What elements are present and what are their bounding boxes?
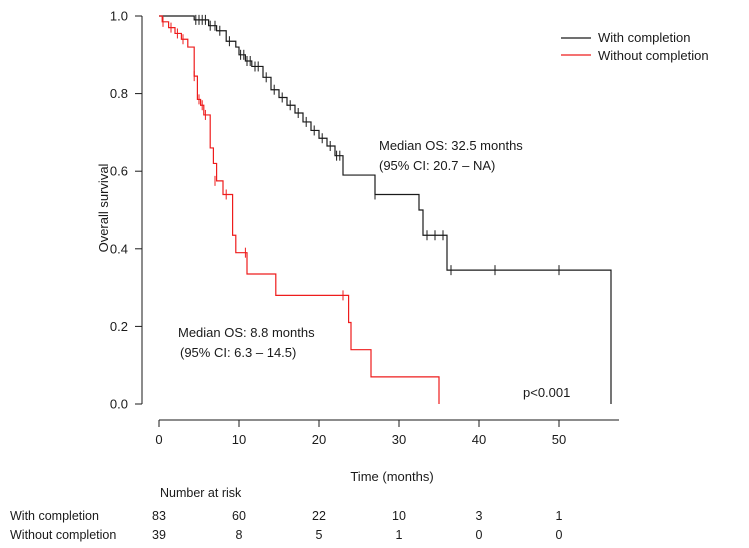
risk-row-label-with-completion: With completion	[10, 509, 99, 523]
x-tick-label: 20	[312, 432, 326, 447]
annotation-without-median: Median OS: 8.8 months	[178, 325, 315, 340]
y-tick-label: 0.2	[110, 319, 128, 334]
risk-count: 1	[556, 509, 563, 523]
risk-table-title: Number at risk	[160, 486, 242, 500]
x-tick-label: 0	[155, 432, 162, 447]
risk-count: 39	[152, 528, 166, 542]
x-tick-label: 50	[552, 432, 566, 447]
risk-row-label-without-completion: Without completion	[10, 528, 116, 542]
x-tick-label: 10	[232, 432, 246, 447]
y-tick-label: 0.0	[110, 397, 128, 412]
y-tick-label: 0.8	[110, 86, 128, 101]
legend-label-without-completion: Without completion	[598, 48, 709, 63]
risk-count: 5	[316, 528, 323, 542]
survival-curves	[159, 14, 612, 404]
legend-label-with-completion: With completion	[598, 30, 690, 45]
risk-count: 22	[312, 509, 326, 523]
risk-count: 83	[152, 509, 166, 523]
p-value: p<0.001	[523, 385, 570, 400]
y-tick-label: 0.4	[110, 241, 128, 256]
legend: With completion Without completion	[561, 30, 709, 63]
y-axis-title: Overall survival	[96, 163, 111, 252]
x-tick-label: 30	[392, 432, 406, 447]
risk-table-counts: 83 60 22 10 3 139 8 5 1 0 0	[152, 509, 562, 542]
risk-count: 60	[232, 509, 246, 523]
x-axis-ticks: 0 10 20 30 40 50	[155, 420, 566, 447]
annotation-without-ci: (95% CI: 6.3 – 14.5)	[180, 345, 296, 360]
survival-curve-without-completion	[159, 15, 440, 404]
annotation-with-median: Median OS: 32.5 months	[379, 138, 523, 153]
y-tick-label: 1.0	[110, 9, 128, 24]
risk-count: 0	[476, 528, 483, 542]
y-axis-ticks: 0.0 0.2 0.4 0.6 0.8 1.0	[110, 9, 142, 412]
x-tick-label: 40	[472, 432, 486, 447]
risk-count: 3	[476, 509, 483, 523]
y-tick-label: 0.6	[110, 164, 128, 179]
x-axis-title: Time (months)	[350, 469, 433, 484]
risk-count: 1	[396, 528, 403, 542]
risk-count: 8	[236, 528, 243, 542]
annotation-with-ci: (95% CI: 20.7 – NA)	[379, 158, 495, 173]
risk-count: 0	[556, 528, 563, 542]
risk-count: 10	[392, 509, 406, 523]
